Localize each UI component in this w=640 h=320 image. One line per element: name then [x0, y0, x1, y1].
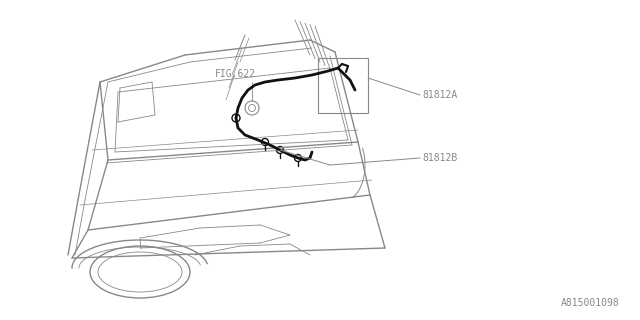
Text: FIG.622: FIG.622 [215, 69, 256, 79]
Text: 81812B: 81812B [422, 153, 457, 163]
Text: A815001098: A815001098 [561, 298, 620, 308]
Text: 81812A: 81812A [422, 90, 457, 100]
Bar [318, 58, 368, 113]
